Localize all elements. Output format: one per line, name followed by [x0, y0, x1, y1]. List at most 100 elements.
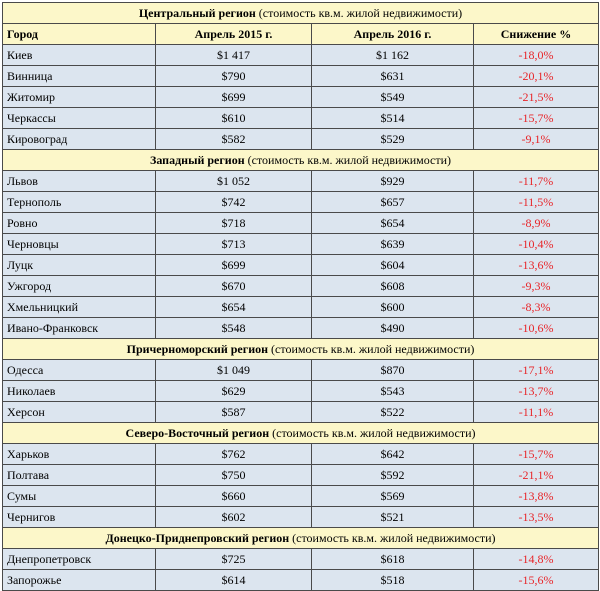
price-2016-cell: $870 — [311, 359, 474, 381]
table-row: Хмельницкий $654 $600 -8,3% — [2, 296, 599, 318]
price-2016-cell: $521 — [311, 506, 474, 528]
price-2015-cell: $614 — [155, 569, 312, 591]
city-cell: Чернигов — [2, 506, 156, 528]
column-header-apr2016: Апрель 2016 г. — [311, 23, 474, 45]
drop-percent-cell: -17,1% — [473, 359, 599, 381]
region-title-cell: Северо-Восточный регион (стоимость кв.м.… — [2, 422, 599, 444]
region-header: Донецко-Приднепровский регион (стоимость… — [2, 527, 599, 549]
table-row: Полтава $750 $592 -21,1% — [2, 464, 599, 486]
table-row: Львов $1 052 $929 -11,7% — [2, 170, 599, 192]
drop-percent-cell: -13,6% — [473, 254, 599, 276]
table-row: Киев $1 417 $1 162 -18,0% — [2, 44, 599, 66]
price-2016-cell: $592 — [311, 464, 474, 486]
price-2016-cell: $657 — [311, 191, 474, 213]
table-row: Одесса $1 049 $870 -17,1% — [2, 359, 599, 381]
price-2016-cell: $514 — [311, 107, 474, 129]
drop-percent-cell: -9,1% — [473, 128, 599, 150]
drop-percent-cell: -20,1% — [473, 65, 599, 87]
price-2016-cell: $642 — [311, 443, 474, 465]
price-2015-cell: $1 417 — [155, 44, 312, 66]
region-note: (стоимость кв.м. жилой недвижимости) — [292, 530, 496, 545]
price-2016-cell: $518 — [311, 569, 474, 591]
price-2016-cell: $929 — [311, 170, 474, 192]
drop-percent-cell: -9,3% — [473, 275, 599, 297]
price-2015-cell: $713 — [155, 233, 312, 255]
region-note: (стоимость кв.м. жилой недвижимости) — [272, 425, 476, 440]
city-cell: Одесса — [2, 359, 156, 381]
table-row: Запорожье $614 $518 -15,6% — [2, 569, 599, 591]
table-row: Кировоград $582 $529 -9,1% — [2, 128, 599, 150]
table-row: Черновцы $713 $639 -10,4% — [2, 233, 599, 255]
drop-percent-cell: -14,8% — [473, 548, 599, 570]
region-note: (стоимость кв.м. жилой недвижимости) — [247, 152, 451, 167]
price-2015-cell: $762 — [155, 443, 312, 465]
table-row: Тернополь $742 $657 -11,5% — [2, 191, 599, 213]
table-row: Винница $790 $631 -20,1% — [2, 65, 599, 87]
drop-percent-cell: -11,1% — [473, 401, 599, 423]
price-2015-cell: $660 — [155, 485, 312, 507]
price-2016-cell: $543 — [311, 380, 474, 402]
table-row: Луцк $699 $604 -13,6% — [2, 254, 599, 276]
city-cell: Ужгород — [2, 275, 156, 297]
price-2015-cell: $699 — [155, 254, 312, 276]
drop-percent-cell: -21,1% — [473, 464, 599, 486]
table-row: Ивано-Франковск $548 $490 -10,6% — [2, 317, 599, 339]
table-row: Черкассы $610 $514 -15,7% — [2, 107, 599, 129]
table-row: Житомир $699 $549 -21,5% — [2, 86, 599, 108]
price-2016-cell: $490 — [311, 317, 474, 339]
region-name: Центральный регион — [138, 5, 256, 20]
drop-percent-cell: -10,6% — [473, 317, 599, 339]
price-2015-cell: $587 — [155, 401, 312, 423]
price-2015-cell: $1 052 — [155, 170, 312, 192]
city-cell: Ровно — [2, 212, 156, 234]
price-2016-cell: $569 — [311, 485, 474, 507]
region-header: Причерноморский регион (стоимость кв.м. … — [2, 338, 599, 360]
region-title-cell: Западный регион (стоимость кв.м. жилой н… — [2, 149, 599, 171]
price-2015-cell: $718 — [155, 212, 312, 234]
city-cell: Тернополь — [2, 191, 156, 213]
city-cell: Кировоград — [2, 128, 156, 150]
column-header-apr2015: Апрель 2015 г. — [155, 23, 312, 45]
region-note: (стоимость кв.м. жилой недвижимости) — [271, 341, 475, 356]
price-2015-cell: $602 — [155, 506, 312, 528]
table-row: Днепропетровск $725 $618 -14,8% — [2, 548, 599, 570]
city-cell: Львов — [2, 170, 156, 192]
table-row: Чернигов $602 $521 -13,5% — [2, 506, 599, 528]
drop-percent-cell: -13,5% — [473, 506, 599, 528]
region-header: Центральный регион (стоимость кв.м. жило… — [2, 2, 599, 24]
region-title-cell: Причерноморский регион (стоимость кв.м. … — [2, 338, 599, 360]
city-cell: Черкассы — [2, 107, 156, 129]
city-cell: Харьков — [2, 443, 156, 465]
price-2016-cell: $522 — [311, 401, 474, 423]
price-2015-cell: $654 — [155, 296, 312, 318]
price-2015-cell: $629 — [155, 380, 312, 402]
city-cell: Черновцы — [2, 233, 156, 255]
price-2015-cell: $725 — [155, 548, 312, 570]
region-name: Северо-Восточный регион — [125, 425, 270, 440]
drop-percent-cell: -13,8% — [473, 485, 599, 507]
price-2016-cell: $549 — [311, 86, 474, 108]
region-header: Северо-Восточный регион (стоимость кв.м.… — [2, 422, 599, 444]
drop-percent-cell: -13,7% — [473, 380, 599, 402]
region-name: Причерноморский регион — [126, 341, 269, 356]
table-row: Харьков $762 $642 -15,7% — [2, 443, 599, 465]
table-row: Ужгород $670 $608 -9,3% — [2, 275, 599, 297]
city-cell: Житомир — [2, 86, 156, 108]
drop-percent-cell: -8,9% — [473, 212, 599, 234]
price-2016-cell: $654 — [311, 212, 474, 234]
city-cell: Запорожье — [2, 569, 156, 591]
drop-percent-cell: -8,3% — [473, 296, 599, 318]
city-cell: Киев — [2, 44, 156, 66]
column-header-drop: Снижение % — [473, 23, 599, 45]
city-cell: Херсон — [2, 401, 156, 423]
drop-percent-cell: -15,7% — [473, 107, 599, 129]
region-name: Донецко-Приднепровский регион — [105, 530, 290, 545]
city-cell: Луцк — [2, 254, 156, 276]
city-cell: Винница — [2, 65, 156, 87]
city-cell: Днепропетровск — [2, 548, 156, 570]
drop-percent-cell: -21,5% — [473, 86, 599, 108]
price-2016-cell: $1 162 — [311, 44, 474, 66]
price-2015-cell: $582 — [155, 128, 312, 150]
drop-percent-cell: -11,5% — [473, 191, 599, 213]
